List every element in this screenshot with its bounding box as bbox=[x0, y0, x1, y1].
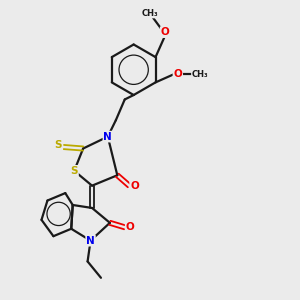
Text: CH₃: CH₃ bbox=[141, 9, 158, 18]
Text: O: O bbox=[161, 27, 170, 37]
Text: O: O bbox=[126, 222, 134, 232]
Text: S: S bbox=[70, 166, 78, 176]
Text: O: O bbox=[130, 181, 139, 191]
Text: N: N bbox=[86, 236, 95, 246]
Text: S: S bbox=[55, 140, 62, 150]
Text: O: O bbox=[173, 69, 182, 79]
Text: N: N bbox=[103, 132, 112, 142]
Text: CH₃: CH₃ bbox=[192, 70, 208, 79]
